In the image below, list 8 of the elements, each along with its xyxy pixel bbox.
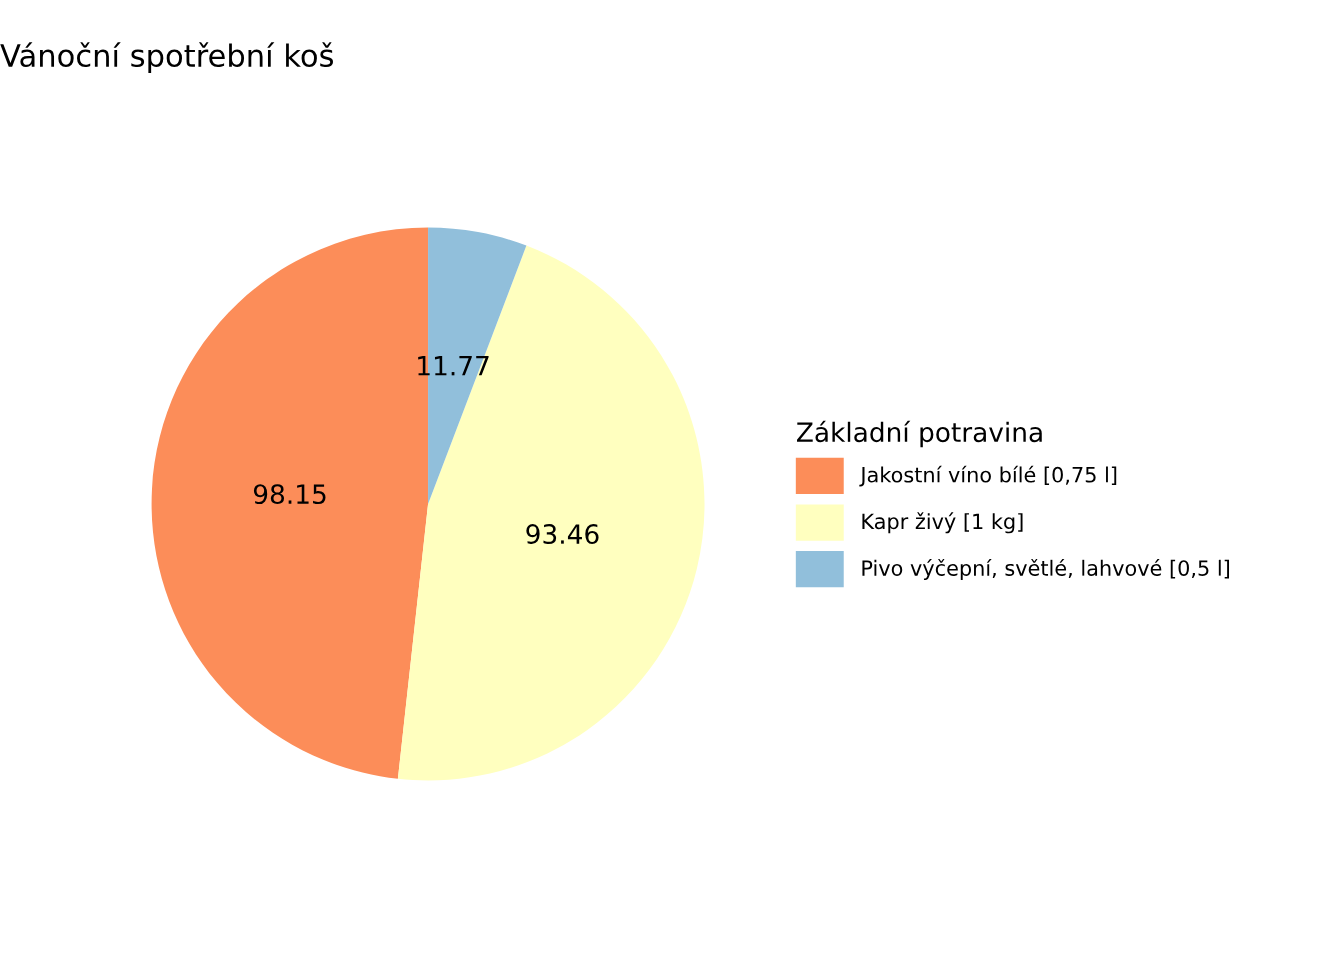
legend-label: Pivo výčepní, světlé, lahvové [0,5 l] — [862, 558, 1230, 580]
data-label: 98.15 — [253, 484, 326, 505]
data-label: 93.46 — [526, 524, 599, 545]
legend-title: Základní potravina — [797, 420, 1042, 448]
legend-label: Kapr živý [1 kg] — [862, 512, 1023, 534]
chart-title: Vánoční spotřební koš — [0, 42, 334, 73]
pie-slice — [397, 245, 705, 781]
legend-label: Jakostní víno bílé [0,75 l] — [859, 465, 1117, 487]
